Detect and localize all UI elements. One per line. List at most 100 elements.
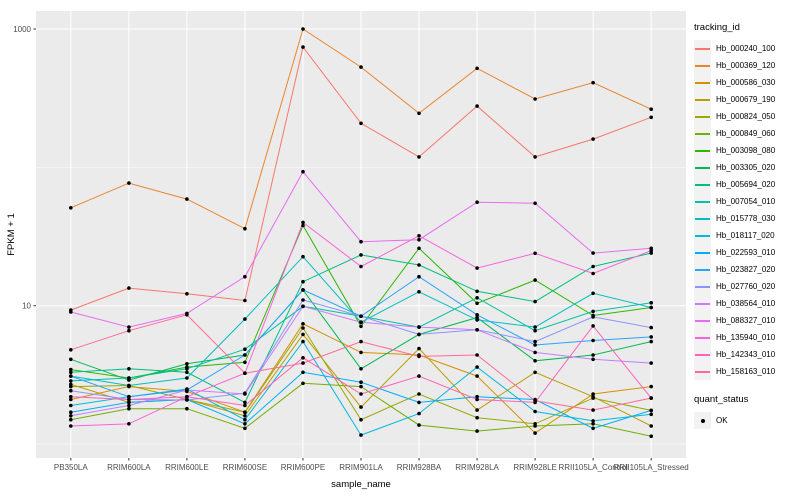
- x-tick-label: RRIM600SE: [223, 463, 267, 472]
- series-color-line-icon: [695, 115, 710, 118]
- data-point: [69, 414, 73, 418]
- x-axis-title: sample_name: [331, 479, 391, 490]
- legend-key-box: [694, 193, 711, 210]
- y-axis-title: FPKM + 1: [6, 213, 17, 256]
- legend-entry-label: Hb_142343_010: [716, 350, 776, 359]
- legend-entry: Hb_000679_190: [694, 91, 798, 108]
- data-point: [301, 279, 305, 284]
- data-point: [69, 403, 73, 408]
- legend-entry-label: Hb_158163_010: [716, 367, 776, 376]
- legend-entry-label: Hb_023827_020: [716, 265, 776, 274]
- data-point: [359, 380, 363, 385]
- data-point: [417, 234, 421, 238]
- data-point: [185, 398, 189, 402]
- data-point: [591, 309, 595, 314]
- data-point: [649, 339, 653, 344]
- data-point: [417, 374, 421, 378]
- data-point: [417, 155, 421, 159]
- series-color-line-icon: [695, 251, 710, 254]
- data-point: [243, 426, 247, 431]
- data-point: [69, 367, 73, 372]
- data-point: [591, 291, 595, 296]
- data-point: [243, 400, 247, 405]
- data-point: [359, 433, 363, 437]
- data-point: [243, 371, 247, 376]
- data-point: [243, 417, 247, 422]
- data-point: [591, 324, 595, 328]
- data-point: [649, 335, 653, 339]
- data-point: [533, 251, 537, 256]
- data-point: [359, 239, 363, 244]
- x-tick-label: RRII105LA_Stressed: [614, 463, 689, 472]
- data-point: [359, 350, 363, 355]
- legend-entry-label: Hb_088327_010: [716, 316, 776, 325]
- legend-key-box: [694, 363, 711, 380]
- legend-entry-label: Hb_003305_020: [716, 163, 776, 172]
- data-point: [359, 264, 363, 269]
- data-point: [533, 424, 537, 428]
- series-color-line-icon: [695, 64, 710, 67]
- data-point: [185, 367, 189, 371]
- data-point: [591, 419, 595, 423]
- data-point: [649, 115, 653, 120]
- data-point: [127, 181, 131, 185]
- data-point: [533, 278, 537, 282]
- legend-entry-label: Hb_000369_120: [716, 61, 776, 70]
- data-point: [127, 400, 131, 405]
- legend-entry-label: Hb_027760_020: [716, 282, 776, 291]
- legend-key-box: [694, 346, 711, 363]
- legend-entry-label: Hb_000586_030: [716, 78, 776, 87]
- series-color-line-icon: [695, 166, 710, 169]
- data-point: [359, 324, 363, 329]
- legend-entry: Hb_000240_100: [694, 40, 798, 57]
- data-point: [417, 290, 421, 294]
- data-point: [359, 121, 363, 126]
- legend-entry: Hb_003305_020: [694, 159, 798, 176]
- data-point: [69, 379, 73, 383]
- data-point: [185, 370, 189, 375]
- legend-entry: Hb_088327_010: [694, 312, 798, 329]
- data-point: [243, 226, 247, 231]
- data-point: [69, 370, 73, 375]
- data-point: [127, 394, 131, 399]
- x-tick-label: RRIM600LA: [107, 463, 151, 472]
- data-point: [475, 266, 479, 270]
- series-color-line-icon: [695, 47, 710, 50]
- data-point: [243, 317, 247, 321]
- data-point: [533, 328, 537, 333]
- legend-entry: Hb_018117_020: [694, 227, 798, 244]
- data-point: [127, 328, 131, 333]
- legend-entry-label: OK: [716, 416, 728, 425]
- data-point: [69, 357, 73, 362]
- series-color-line-icon: [695, 98, 710, 101]
- data-point: [417, 411, 421, 416]
- data-point: [69, 417, 73, 422]
- data-point: [127, 376, 131, 380]
- legend-entry-ok: OK: [694, 412, 798, 429]
- data-point: [127, 422, 131, 426]
- data-point: [69, 374, 73, 378]
- data-point: [591, 353, 595, 357]
- data-point: [417, 237, 421, 242]
- data-point: [301, 220, 305, 225]
- legend-key-box: [694, 176, 711, 193]
- data-point: [475, 415, 479, 420]
- data-point: [127, 325, 131, 329]
- data-point: [417, 274, 421, 279]
- data-point: [475, 66, 479, 71]
- data-point: [185, 394, 189, 399]
- data-point: [475, 408, 479, 412]
- data-point: [243, 403, 247, 408]
- data-point: [417, 263, 421, 267]
- legend-entry-label: Hb_022593_010: [716, 248, 776, 257]
- data-point: [475, 200, 479, 204]
- data-point: [69, 388, 73, 393]
- data-point: [591, 408, 595, 412]
- y-tick-label: 1000: [13, 25, 31, 34]
- data-point: [359, 339, 363, 344]
- data-point: [69, 424, 73, 428]
- data-point: [243, 347, 247, 352]
- data-point: [127, 397, 131, 402]
- legend-entry: Hb_027760_020: [694, 278, 798, 295]
- legend-entry: Hb_023827_020: [694, 261, 798, 278]
